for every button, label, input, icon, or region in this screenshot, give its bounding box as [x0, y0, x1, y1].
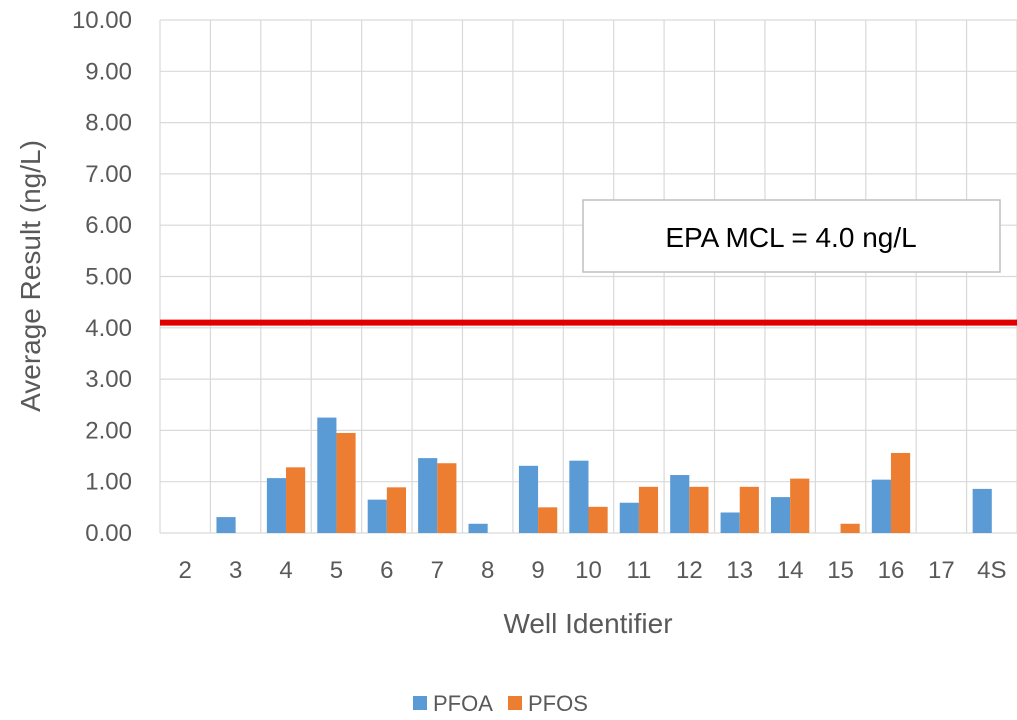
legend-item-pfoa: PFOA — [413, 691, 493, 716]
y-axis-title: Average Result (ng/L) — [15, 140, 46, 412]
x-tick-label: 12 — [676, 557, 703, 584]
legend-item-pfos: PFOS — [508, 691, 588, 716]
bar-pfoa-well-8 — [468, 523, 488, 533]
bar-pfoa-well-9 — [518, 465, 539, 533]
x-tick-label: 4S — [977, 557, 1006, 584]
legend-label-pfos: PFOS — [528, 691, 588, 716]
y-tick-label: 8.00 — [85, 110, 132, 137]
y-tick-label: 1.00 — [85, 469, 132, 496]
y-axis-tick-labels: 0.00 1.00 2.00 3.00 4.00 5.00 6.00 7.00 8.00 9.00… — [72, 7, 132, 547]
bar-pfos-well-14 — [790, 478, 810, 533]
bar-pfos-well-9 — [538, 507, 558, 533]
y-tick-label: 9.00 — [85, 58, 132, 85]
bar-pfoa-well-11 — [619, 502, 639, 533]
bar-pfos-well-12 — [689, 486, 709, 533]
bar-pfoa-well-4S — [972, 488, 992, 533]
x-tick-label: 3 — [229, 557, 242, 584]
x-tick-label: 8 — [481, 557, 494, 584]
y-tick-label: 7.00 — [85, 161, 132, 188]
x-tick-label: 2 — [179, 557, 192, 584]
bar-pfoa-well-16 — [871, 479, 891, 533]
y-tick-label: 3.00 — [85, 366, 132, 393]
y-tick-label: 4.00 — [85, 315, 132, 342]
x-tick-label: 14 — [777, 557, 804, 584]
x-tick-label: 16 — [878, 557, 905, 584]
bar-pfoa-well-13 — [720, 512, 740, 533]
y-tick-label: 10.00 — [72, 7, 132, 34]
legend-swatch-pfoa — [413, 696, 427, 710]
x-tick-label: 11 — [626, 557, 651, 584]
bar-pfoa-well-7 — [418, 458, 438, 533]
x-tick-label: 6 — [380, 557, 393, 584]
bar-pfoa-well-3 — [216, 517, 236, 533]
x-tick-label: 15 — [827, 557, 854, 584]
legend: PFOA PFOS — [413, 691, 588, 716]
bar-pfoa-well-5 — [317, 417, 337, 533]
x-tick-label: 17 — [928, 557, 955, 584]
annotation-box: EPA MCL = 4.0 ng/L — [582, 199, 1001, 273]
x-tick-label: 7 — [431, 557, 444, 584]
y-tick-label: 0.00 — [85, 520, 132, 547]
gridlines — [159, 19, 1017, 534]
bar-pfoa-well-12 — [670, 475, 690, 533]
y-tick-label: 6.00 — [85, 212, 132, 239]
legend-swatch-pfos — [508, 696, 522, 710]
x-tick-label: 4 — [279, 557, 292, 584]
bar-pfos-well-7 — [437, 463, 457, 533]
bar-pfos-well-11 — [638, 486, 659, 533]
legend-label-pfoa: PFOA — [433, 691, 493, 716]
x-tick-label: 5 — [330, 557, 343, 584]
bar-pfoa-well-10 — [569, 460, 589, 533]
bar-pfos-well-10 — [588, 506, 608, 533]
bar-pfos-well-16 — [890, 452, 911, 533]
bar-pfos-well-15 — [840, 523, 860, 533]
x-axis-tick-labels: 2 3 4 5 6 7 8 9 10 11 12 13 14 15 16 17 4S — [179, 557, 1007, 584]
x-tick-label: 10 — [575, 557, 602, 584]
x-tick-label: 9 — [531, 557, 544, 584]
bar-pfoa-well-14 — [770, 497, 791, 533]
x-axis-title: Well Identifier — [503, 608, 672, 639]
y-tick-label: 2.00 — [85, 417, 132, 444]
bar-pfos-well-6 — [386, 487, 407, 533]
bar-pfos-well-4 — [286, 467, 306, 533]
bar-pfoa-well-6 — [367, 499, 387, 533]
y-tick-label: 5.00 — [85, 264, 132, 291]
bar-pfos-well-5 — [336, 432, 356, 533]
bar-pfoa-well-4 — [266, 478, 287, 533]
x-tick-label: 13 — [726, 557, 753, 584]
bars — [216, 417, 992, 533]
annotation-text: EPA MCL = 4.0 ng/L — [665, 222, 916, 253]
bar-pfos-well-13 — [739, 486, 759, 533]
